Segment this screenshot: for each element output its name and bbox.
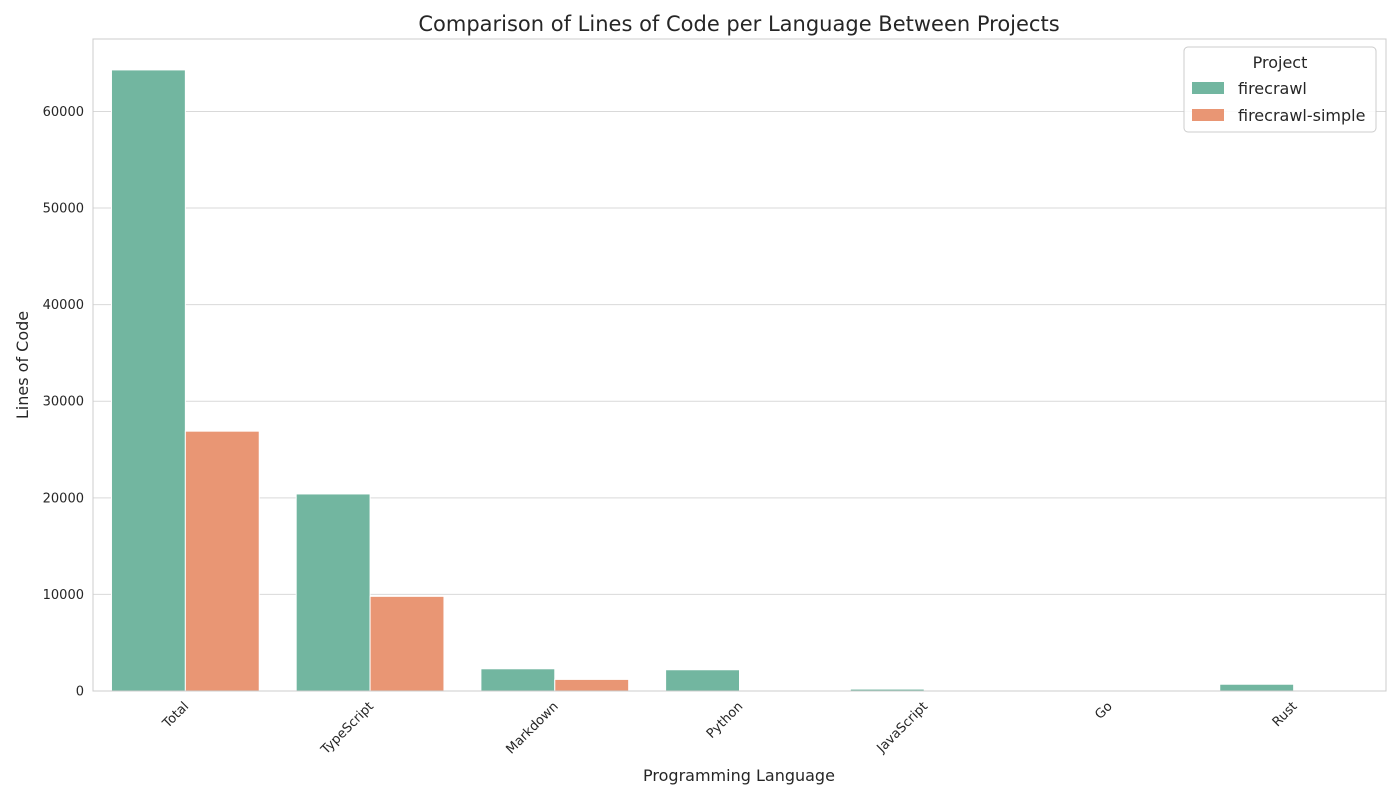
legend-title: Project (1253, 53, 1308, 72)
y-tick-label: 40000 (43, 298, 84, 313)
y-tick-labels: 0 10000 20000 30000 40000 50000 60000 (43, 105, 84, 700)
bar-firecrawl-markdown (480, 668, 556, 692)
bar-firecrawl-total (110, 69, 186, 692)
bar-firecrawl-typescript (295, 493, 371, 692)
y-axis-label: Lines of Code (13, 311, 32, 419)
legend-box (1183, 46, 1377, 133)
y-tick-label: 50000 (43, 202, 84, 217)
bar-firecrawl-python (665, 669, 740, 692)
y-tick-label: 60000 (43, 105, 84, 120)
bar-firecrawl-simple-total (184, 430, 260, 692)
bar-firecrawl-rust (1219, 683, 1295, 692)
y-tick-label: 0 (76, 685, 84, 700)
legend: Project firecrawl firecrawl-simple (1183, 46, 1377, 133)
y-tick-label: 30000 (43, 395, 84, 410)
y-tick-label: 10000 (43, 588, 84, 603)
chart-title: Comparison of Lines of Code per Language… (418, 12, 1059, 36)
bar-firecrawl-simple-typescript (369, 595, 445, 692)
legend-swatch-firecrawl-simple (1192, 109, 1224, 121)
legend-swatch-firecrawl (1192, 82, 1224, 94)
x-axis-label: Programming Language (643, 766, 835, 785)
legend-label-firecrawl-simple: firecrawl-simple (1238, 106, 1365, 125)
plot-frame (92, 38, 1387, 692)
bar-firecrawl-simple-markdown (554, 678, 630, 692)
legend-label-firecrawl: firecrawl (1238, 79, 1307, 98)
y-tick-label: 20000 (43, 491, 84, 506)
